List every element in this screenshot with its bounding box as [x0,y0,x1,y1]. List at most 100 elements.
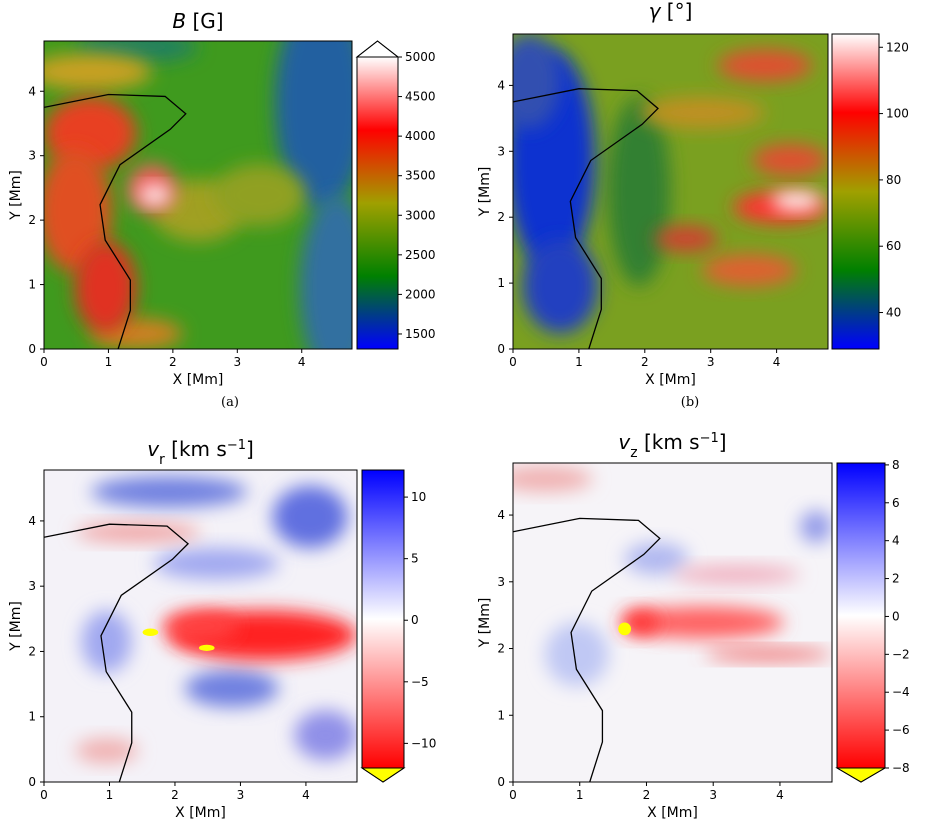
x-axis-label: X [Mm] [647,805,698,821]
x-tick-label: 3 [709,788,717,802]
title-part: z [630,445,637,461]
heatmap-feature [272,485,348,548]
contour-line [44,523,190,782]
title-part: [G] [186,9,223,33]
contour-line [44,93,187,349]
y-axis-label: Y [Mm] [8,601,24,652]
colorbar-tick-label: −10 [411,736,436,750]
heatmap-feature [717,49,813,82]
colorbar-frame [831,33,880,350]
colorbar-frame [356,40,399,350]
x-tick-label: 0 [40,788,48,802]
y-tick-label: 0 [28,342,36,356]
heatmap-feature [704,648,832,661]
heatmap-feature [800,510,832,543]
colorbar-frame [836,462,886,783]
y-tick-label: 3 [28,149,36,163]
title-part: B [172,9,186,33]
colorbar-tick-label: −2 [892,647,910,661]
plot-frame [512,33,829,350]
y-tick-label: 1 [28,710,36,724]
x-tick-label: 1 [105,355,113,369]
colorbar-tick-label: 40 [886,306,901,320]
heatmap-feature [607,97,671,286]
x-axis-label: X [Mm] [645,372,696,388]
heatmap-feature [142,628,159,636]
contour-line [513,517,661,782]
colorbar-tick-label: 60 [886,239,901,253]
y-tick-label: 4 [497,78,505,92]
colorbar [357,57,398,349]
heatmap-feature [513,34,561,129]
y-tick-label: 4 [28,84,36,98]
y-tick-label: 1 [28,278,36,292]
x-tick-label: 1 [106,788,114,802]
heatmap-image [513,34,828,349]
title-part: v [618,430,631,454]
heatmap-feature [299,195,352,349]
caption: (b) [681,395,699,410]
y-tick-label: 4 [497,508,505,522]
colorbar-tick-label: −6 [892,723,910,737]
y-tick-label: 2 [497,642,505,656]
chart-title: vr [km s−1] [147,437,254,468]
x-axis-label: X [Mm] [175,805,226,821]
y-tick-label: 0 [28,775,36,789]
colorbar-tick-label: 4500 [405,90,436,104]
y-tick-label: 0 [497,775,505,789]
heatmap-feature [702,254,797,286]
colorbar-tick-label: 2000 [405,287,436,301]
title-part: ] [719,430,727,454]
colorbar-tick-label: 80 [886,173,901,187]
colorbar-tick-label: 0 [411,613,419,627]
heatmap-feature [198,644,215,651]
x-axis-label: X [Mm] [173,372,224,388]
colorbar-tick-label: 3000 [405,208,436,222]
colorbar [362,470,404,768]
colorbar-tick-label: 4 [892,534,900,548]
colorbar-tick-label: 2500 [405,248,436,262]
colorbar-tick-label: −4 [892,685,910,699]
chart-title: vz [km s−1] [618,430,726,461]
colorbar-frame [361,469,405,783]
panel: 0 1 2 3 4 0 1 2 3 4 X [Mm] Y [Mm] vz [km s−1] −8 −6 −4 −… [477,430,910,821]
heatmap-feature [139,185,171,205]
x-tick-label: 3 [233,355,241,369]
heatmap-feature [624,542,689,575]
heatmap-feature [75,738,138,764]
colorbar-tick-label: 0 [892,609,900,623]
heatmap-image [44,41,352,349]
plot-frame [43,40,353,350]
y-tick-label: 4 [28,514,36,528]
x-tick-label: 4 [302,788,310,802]
y-tick-label: 0 [497,342,505,356]
y-tick-label: 3 [28,579,36,593]
colorbar-tick-label: 120 [886,40,909,54]
y-axis-label: Y [Mm] [8,170,24,221]
x-tick-label: 4 [773,355,781,369]
heatmap-feature [294,710,357,761]
title-part: r [159,452,165,468]
colorbar-tick-label: −5 [411,675,429,689]
heatmap-image [513,463,832,782]
heatmap-feature [513,466,593,492]
title-part: −1 [700,431,719,446]
colorbar-tick-label: 4000 [405,129,436,143]
x-tick-label: 1 [575,355,583,369]
colorbar-tick-label: 6 [892,496,900,510]
heatmap-feature [624,606,785,639]
heatmap-feature [184,669,279,708]
x-tick-label: 3 [237,788,245,802]
y-tick-label: 2 [28,213,36,227]
heatmap-feature [153,548,279,580]
x-tick-label: 2 [643,788,651,802]
contour-line [513,88,659,349]
x-tick-label: 0 [40,355,48,369]
colorbar-tick-label: 5000 [405,50,436,64]
x-tick-label: 4 [776,788,784,802]
colorbar-tick-label: 5 [411,552,419,566]
x-tick-label: 2 [641,355,649,369]
title-part: −1 [227,438,246,453]
y-tick-label: 2 [497,210,505,224]
caption: (a) [221,395,239,410]
